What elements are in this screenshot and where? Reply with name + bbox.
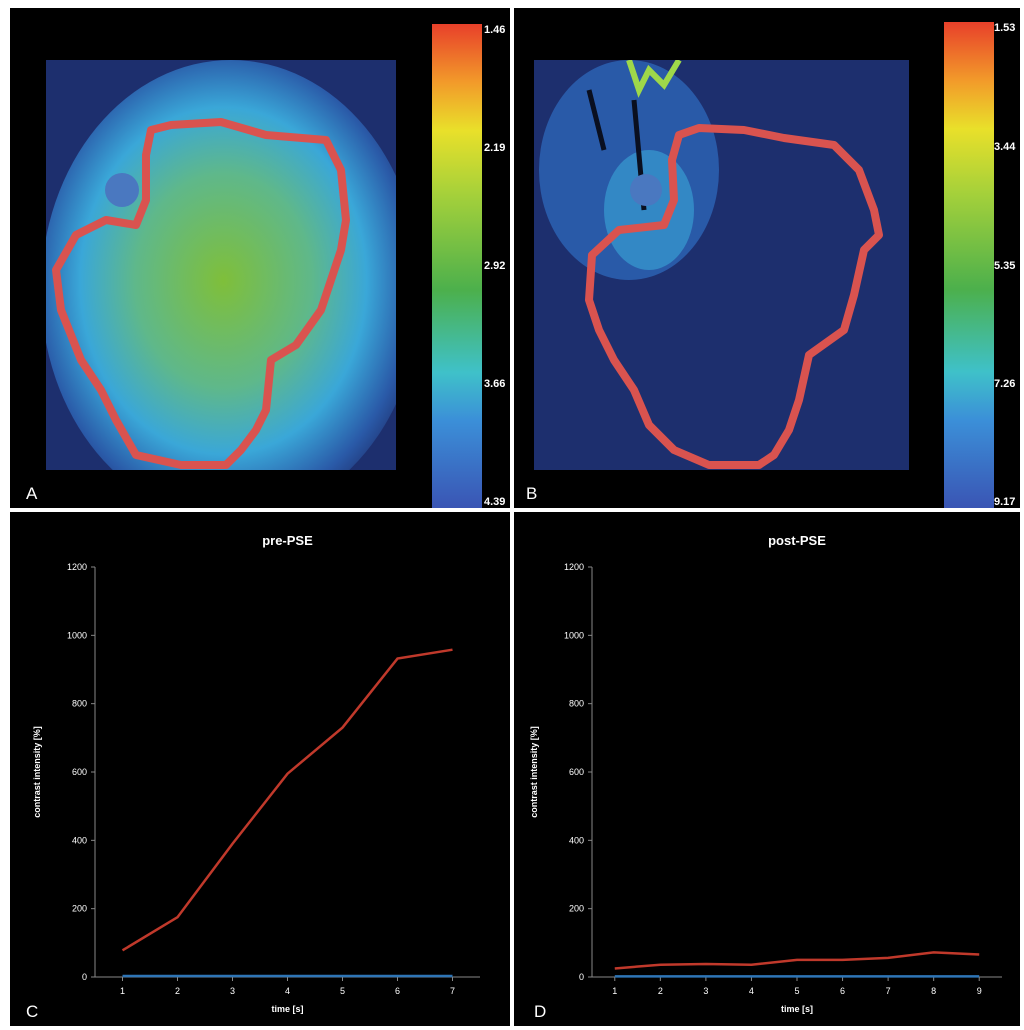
- y-tick-label: 800: [569, 699, 584, 709]
- y-tick-label: 600: [569, 767, 584, 777]
- y-tick-label: 1000: [564, 630, 584, 640]
- panel-letter-c: C: [26, 1002, 39, 1021]
- x-tick-label: 6: [395, 986, 400, 996]
- x-axis-label: time [s]: [781, 1004, 813, 1014]
- y-tick-label: 400: [569, 835, 584, 845]
- colorbar-a: [432, 24, 482, 508]
- x-tick-label: 3: [230, 986, 235, 996]
- colorbar-b-tick: 1.53: [994, 22, 1016, 34]
- roi-outline-a: [52, 118, 350, 469]
- x-tick-label: 1: [612, 986, 617, 996]
- panel-letter-d: D: [534, 1002, 547, 1021]
- colorbar-b: [944, 22, 994, 508]
- x-tick-label: 2: [175, 986, 180, 996]
- colorbar-a-tick: 3.66: [484, 378, 506, 390]
- x-tick-label: 6: [840, 986, 845, 996]
- chart-title: pre-PSE: [262, 533, 313, 548]
- colorbar-a-tick: 4.39: [484, 496, 506, 508]
- colorbar-b-tick: 7.26: [994, 378, 1016, 390]
- colorbar-a-tick: 2.19: [484, 142, 506, 154]
- x-tick-label: 4: [285, 986, 290, 996]
- y-axis-label: contrast intensity [%]: [32, 726, 42, 818]
- colorbar-b-tick: 9.17: [994, 496, 1016, 508]
- y-tick-label: 0: [82, 972, 87, 982]
- y-tick-label: 200: [72, 904, 87, 914]
- x-tick-label: 7: [450, 986, 455, 996]
- panel-c: pre-PSE 0 200 400 600 800 1000 1200 1 2 3 4 5 6 7 time …: [10, 512, 510, 1026]
- panel-letter-a: A: [26, 484, 38, 503]
- parametric-map-a: [46, 60, 396, 470]
- x-tick-label: 1: [120, 986, 125, 996]
- roi-outline-b: [585, 124, 883, 469]
- chart-pre-pse: pre-PSE 0 200 400 600 800 1000 1200 1 2 3 4 5 6 7 time …: [32, 533, 480, 1014]
- x-tick-label: 7: [886, 986, 891, 996]
- x-tick-label: 4: [749, 986, 754, 996]
- x-tick-label: 3: [703, 986, 708, 996]
- colorbar-b-tick: 5.35: [994, 260, 1016, 272]
- x-tick-label: 2: [658, 986, 663, 996]
- y-tick-label: 400: [72, 835, 87, 845]
- colorbar-b-tick: 3.44: [994, 141, 1016, 153]
- x-tick-label: 8: [931, 986, 936, 996]
- x-tick-label: 5: [340, 986, 345, 996]
- y-tick-label: 1200: [564, 562, 584, 572]
- x-tick-label: 9: [977, 986, 982, 996]
- panel-d: post-PSE 0 200 400 600 800 1000 1200 1 2 3 4 5 6 7 8 9 ti…: [514, 512, 1020, 1026]
- y-tick-label: 200: [569, 904, 584, 914]
- x-tick-label: 5: [794, 986, 799, 996]
- y-tick-label: 0: [579, 972, 584, 982]
- parametric-map-b: [534, 60, 909, 470]
- panel-letter-b: B: [526, 484, 538, 503]
- y-tick-label: 800: [72, 699, 87, 709]
- y-axis-label: contrast intensity [%]: [529, 726, 539, 818]
- x-axis-label: time [s]: [271, 1004, 303, 1014]
- panel-b: 1.53 3.44 5.35 7.26 9.17 B: [514, 8, 1020, 508]
- series-line-0: [614, 951, 980, 970]
- y-tick-label: 1200: [67, 562, 87, 572]
- series-line-0: [121, 648, 453, 952]
- y-tick-label: 600: [72, 767, 87, 777]
- chart-title: post-PSE: [768, 533, 826, 548]
- colorbar-a-tick: 2.92: [484, 260, 506, 272]
- chart-post-pse: post-PSE 0 200 400 600 800 1000 1200 1 2 3 4 5 6 7 8 9 ti…: [529, 533, 1002, 1014]
- colorbar-a-tick: 1.46: [484, 24, 506, 36]
- y-tick-label: 1000: [67, 630, 87, 640]
- panel-a: 1.46 2.19 2.92 3.66 4.39 A: [10, 8, 510, 508]
